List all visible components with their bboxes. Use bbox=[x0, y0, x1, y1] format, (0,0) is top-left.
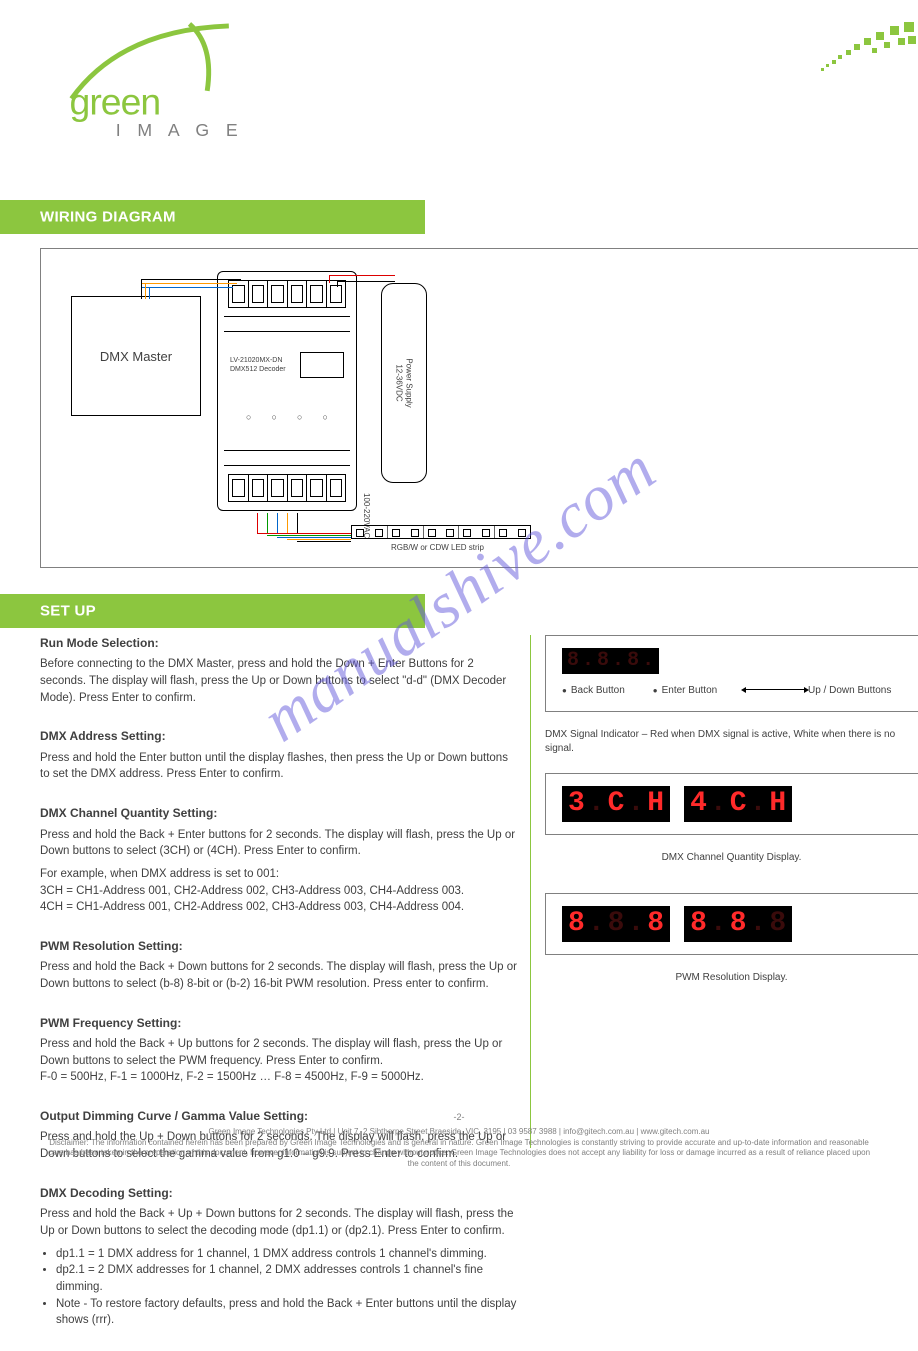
pwm-caption: PWM Resolution Display. bbox=[545, 971, 918, 986]
pwmfreq-title: PWM Frequency Setting: bbox=[40, 1015, 520, 1032]
decode-bullet: dp1.1 = 1 DMX address for 1 channel, 1 D… bbox=[56, 1246, 520, 1263]
addr-title: DMX Address Setting: bbox=[40, 728, 520, 745]
page-footer: -2- Green Image Technologies Pty Ltd | U… bbox=[46, 1111, 872, 1170]
corner-decoration bbox=[818, 20, 918, 75]
ch-caption: DMX Channel Quantity Display. bbox=[545, 851, 918, 866]
ch-display-a: 3.C.H bbox=[562, 786, 670, 822]
decode-bullet: dp2.1 = 2 DMX addresses for 1 channel, 2… bbox=[56, 1262, 520, 1295]
decoder-bottom-terminals bbox=[228, 474, 346, 502]
wiring-diagram-frame: DMX Master LV-21020MX-DN DMX512 Decoder bbox=[40, 248, 918, 568]
ch-display-b: 4.C.H bbox=[684, 786, 792, 822]
mode-body: Before connecting to the DMX Master, pre… bbox=[40, 656, 520, 706]
page-number: -2- bbox=[46, 1111, 872, 1123]
decode-title: DMX Decoding Setting: bbox=[40, 1185, 520, 1202]
footer-line1: Green Image Technologies Pty Ltd | Unit … bbox=[46, 1127, 872, 1138]
logo-text-top: green bbox=[70, 80, 161, 122]
led-strip-caption: RGB/W or CDW LED strip bbox=[391, 543, 484, 552]
section-bar-wiring: WIRING DIAGRAM bbox=[0, 200, 425, 234]
setup-left-column: Run Mode Selection: Before connecting to… bbox=[40, 635, 520, 1351]
decoder-display-icon bbox=[300, 352, 344, 378]
section-bar-setup: SET UP bbox=[0, 594, 425, 628]
legend-back: Back Button bbox=[562, 684, 625, 699]
legend-display: 8.8.8. bbox=[562, 648, 659, 674]
dmx-master-label: DMX Master bbox=[100, 349, 172, 364]
pwmres-body: Press and hold the Back + Down buttons f… bbox=[40, 959, 520, 992]
decoder-button-icons bbox=[236, 412, 338, 422]
pwm-display-frame: 8.8.8 8.8.8 bbox=[545, 893, 918, 955]
dmx-decoder-box: LV-21020MX-DN DMX512 Decoder bbox=[217, 271, 357, 511]
chqty-title: DMX Channel Quantity Setting: bbox=[40, 805, 520, 822]
chqty-note: For example, when DMX address is set to … bbox=[40, 866, 520, 916]
wiring-title: WIRING DIAGRAM bbox=[40, 209, 176, 226]
ch-display-frame: 3.C.H 4.C.H bbox=[545, 773, 918, 835]
mode-title: Run Mode Selection: bbox=[40, 635, 520, 652]
pwm-display-b: 8.8.8 bbox=[684, 906, 792, 942]
decode-bullet: Note - To restore factory defaults, pres… bbox=[56, 1296, 520, 1329]
dmx-master-box: DMX Master bbox=[71, 296, 201, 416]
legend-enter: Enter Button bbox=[653, 684, 717, 699]
button-legend-frame: 8.8.8. Back Button Enter Button Up / Dow… bbox=[545, 635, 918, 712]
pwm-display-a: 8.8.8 bbox=[562, 906, 670, 942]
addr-body: Press and hold the Enter button until th… bbox=[40, 750, 520, 783]
logo-text-bottom: I M A G E bbox=[116, 120, 244, 140]
psu-label: Power Supply 12-36VDC bbox=[394, 358, 413, 407]
setup-right-column: 8.8.8. Back Button Enter Button Up / Dow… bbox=[545, 635, 918, 986]
power-supply-box: Power Supply 12-36VDC bbox=[381, 283, 427, 483]
dmx-caption: DMX Signal Indicator – Red when DMX sign… bbox=[545, 728, 918, 757]
legend-updown: Up / Down Buttons bbox=[808, 685, 891, 696]
led-strip-icon bbox=[351, 525, 531, 539]
decoder-label: LV-21020MX-DN DMX512 Decoder bbox=[230, 356, 286, 374]
button-legend: Back Button Enter Button Up / Down Butto… bbox=[562, 684, 902, 699]
column-divider bbox=[530, 635, 531, 1148]
chqty-body: Press and hold the Back + Enter buttons … bbox=[40, 827, 520, 860]
pwmres-title: PWM Resolution Setting: bbox=[40, 938, 520, 955]
brand-logo: green I M A G E bbox=[60, 22, 260, 140]
decoder-top-terminals bbox=[228, 280, 346, 308]
setup-title: SET UP bbox=[40, 603, 96, 620]
footer-line2: Disclaimer: The information contained he… bbox=[46, 1138, 872, 1170]
pwmfreq-body: Press and hold the Back + Up buttons for… bbox=[40, 1036, 520, 1086]
decode-body: Press and hold the Back + Up + Down butt… bbox=[40, 1206, 520, 1239]
